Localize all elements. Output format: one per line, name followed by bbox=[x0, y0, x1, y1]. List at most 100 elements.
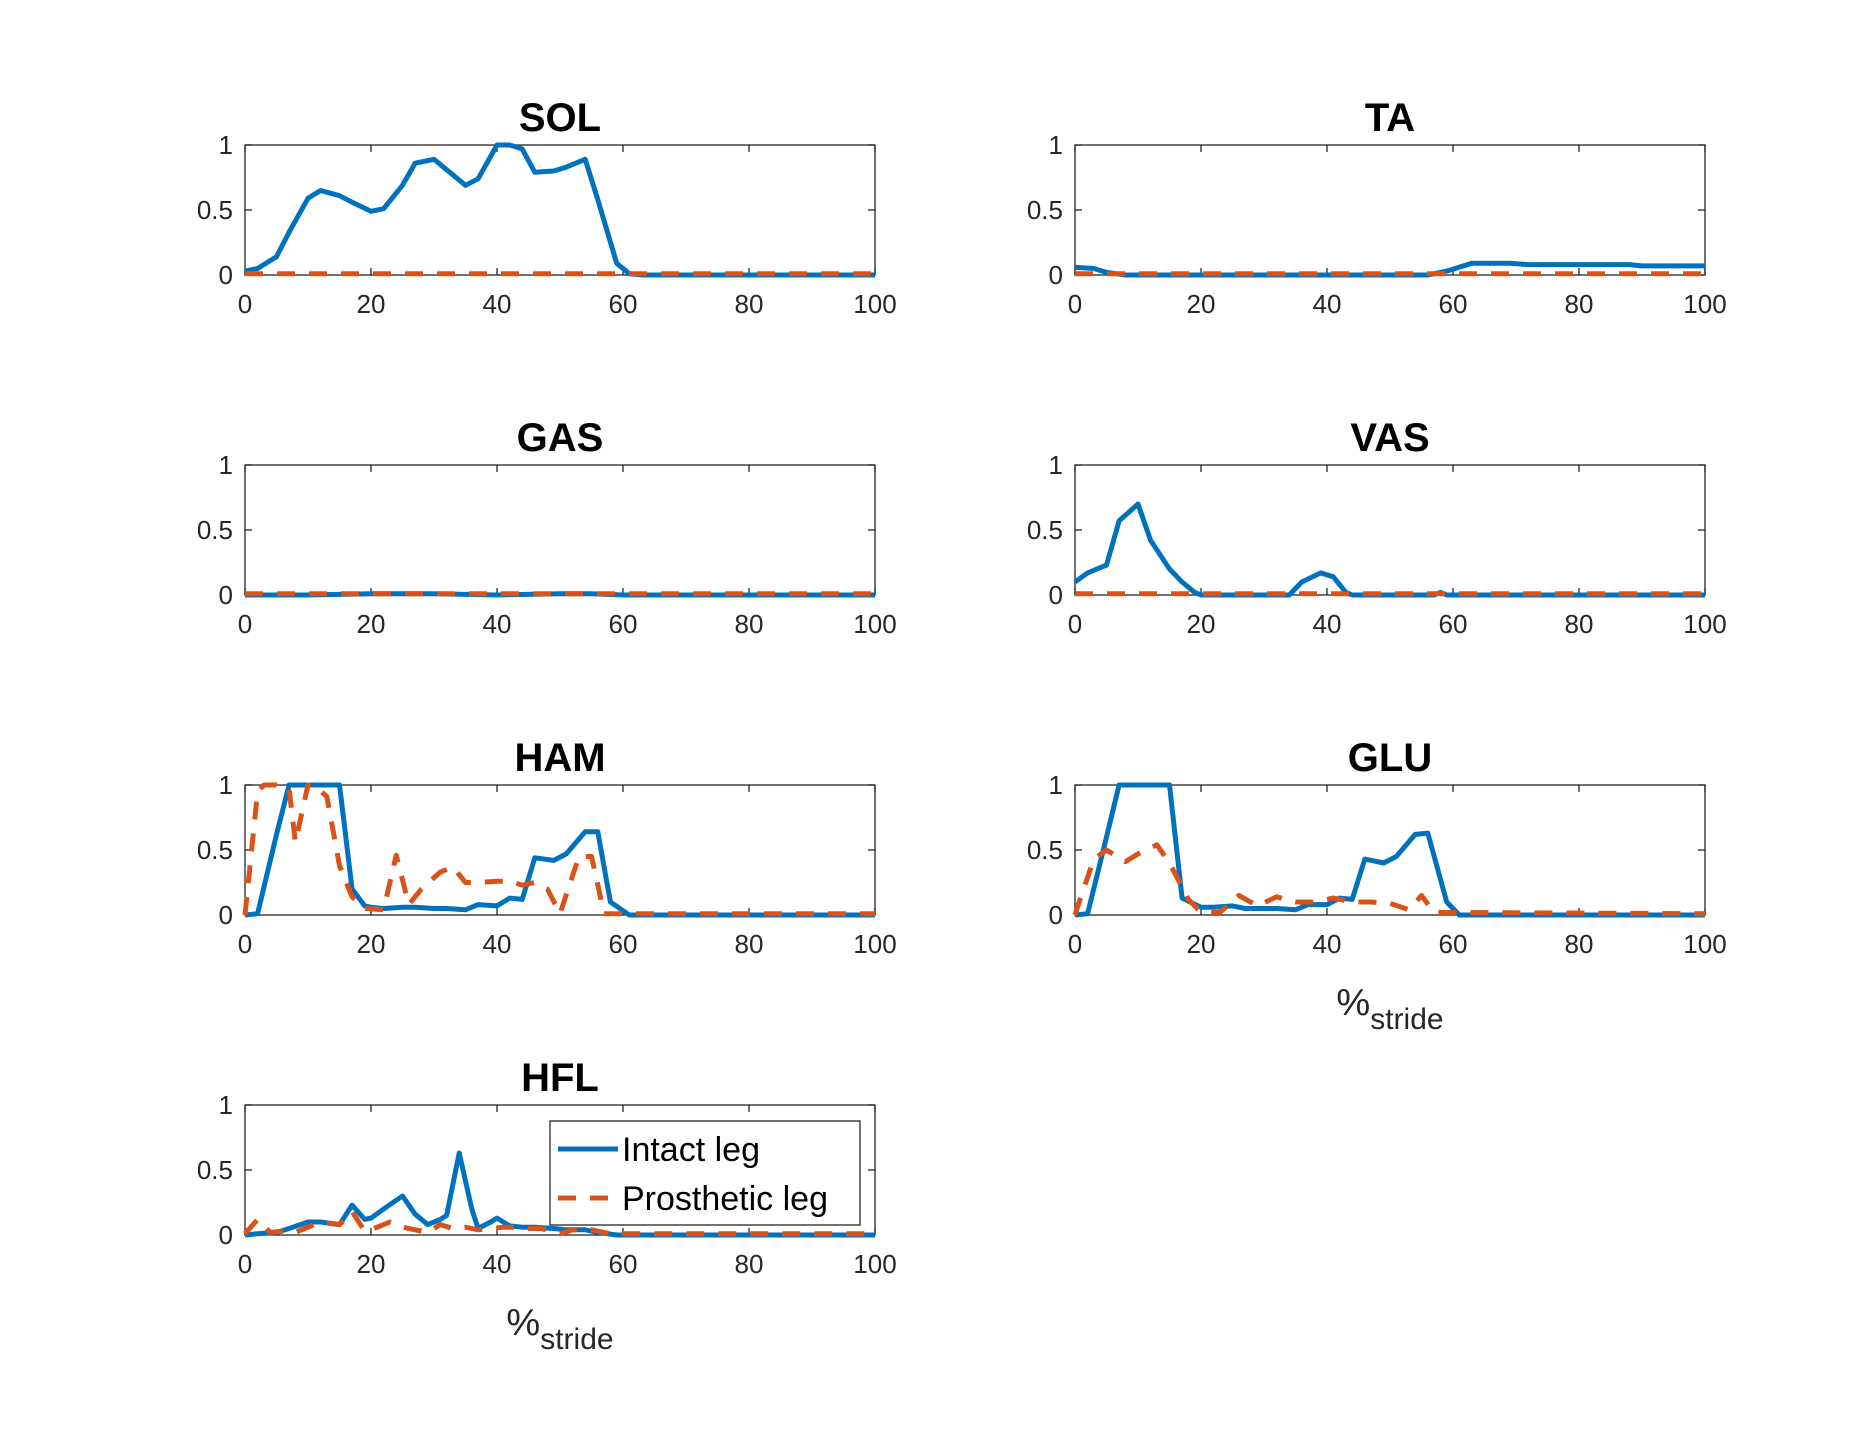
x-tick-label: 0 bbox=[1068, 609, 1082, 639]
x-tick-label: 20 bbox=[357, 1249, 386, 1279]
x-tick-label: 100 bbox=[853, 609, 896, 639]
panel-title: VAS bbox=[1350, 416, 1429, 460]
y-tick-label: 0.5 bbox=[197, 195, 233, 225]
y-tick-label: 0 bbox=[1049, 900, 1063, 930]
x-tick-label: 80 bbox=[735, 289, 764, 319]
x-tick-label: 60 bbox=[609, 1249, 638, 1279]
x-tick-label: 100 bbox=[1683, 929, 1726, 959]
axes-frame bbox=[1074, 144, 1706, 276]
x-tick-label: 0 bbox=[1068, 289, 1082, 319]
x-axis-label-main: % bbox=[506, 1302, 540, 1344]
x-tick-label: 20 bbox=[357, 609, 386, 639]
panel-ta: TA 0 20 40 60 80 100 0 0.5 1 bbox=[1027, 96, 1727, 319]
y-tick-label: 0 bbox=[219, 1220, 233, 1250]
x-tick-label: 80 bbox=[1565, 289, 1594, 319]
x-tick-label: 20 bbox=[357, 929, 386, 959]
x-tick-label: 0 bbox=[238, 929, 252, 959]
x-tick-label: 20 bbox=[1187, 929, 1216, 959]
panel-title: TA bbox=[1365, 96, 1415, 140]
x-tick-label: 80 bbox=[735, 1249, 764, 1279]
x-tick-label: 100 bbox=[853, 929, 896, 959]
x-tick-label: 60 bbox=[1439, 929, 1468, 959]
intact-leg-line bbox=[244, 782, 875, 918]
intact-leg-line bbox=[245, 591, 875, 598]
x-tick-label: 0 bbox=[238, 609, 252, 639]
x-tick-label: 40 bbox=[483, 929, 512, 959]
y-tick-label: 1 bbox=[219, 770, 233, 800]
x-tick-label: 80 bbox=[1565, 929, 1594, 959]
y-tick-label: 0 bbox=[219, 580, 233, 610]
legend-label-prosthetic: Prosthetic leg bbox=[622, 1180, 828, 1218]
x-tick-label: 40 bbox=[1313, 929, 1342, 959]
x-tick-label: 60 bbox=[609, 929, 638, 959]
x-tick-label: 100 bbox=[853, 289, 896, 319]
x-axis-label-main: % bbox=[1336, 982, 1370, 1024]
y-tick-label: 1 bbox=[219, 450, 233, 480]
prosthetic-leg-line bbox=[1072, 842, 1706, 917]
panel-title: HFL bbox=[521, 1056, 599, 1100]
x-tick-label: 0 bbox=[1068, 929, 1082, 959]
x-tick-label: 0 bbox=[238, 1249, 252, 1279]
panel-ham: HAM 0 20 40 60 80 100 0 0.5 1 bbox=[197, 736, 897, 959]
y-tick-label: 1 bbox=[1049, 450, 1063, 480]
x-tick-label: 0 bbox=[238, 289, 252, 319]
y-tick-label: 0 bbox=[219, 260, 233, 290]
y-tick-label: 0.5 bbox=[197, 515, 233, 545]
y-tick-label: 0.5 bbox=[197, 1155, 233, 1185]
panel-title: GAS bbox=[517, 416, 604, 460]
x-tick-label: 80 bbox=[735, 929, 764, 959]
y-tick-label: 0 bbox=[219, 900, 233, 930]
y-tick-label: 0 bbox=[1049, 580, 1063, 610]
axes-frame bbox=[244, 464, 876, 596]
x-tick-label: 40 bbox=[483, 609, 512, 639]
y-tick-label: 0 bbox=[1049, 260, 1063, 290]
x-tick-label: 100 bbox=[1683, 609, 1726, 639]
x-axis-label-subscript: stride bbox=[1370, 1003, 1443, 1036]
y-tick-label: 0.5 bbox=[197, 835, 233, 865]
y-tick-label: 1 bbox=[219, 1090, 233, 1120]
x-tick-label: 40 bbox=[1313, 289, 1342, 319]
legend-label-intact: Intact leg bbox=[622, 1131, 760, 1169]
panel-title: SOL bbox=[519, 96, 601, 140]
y-tick-label: 1 bbox=[219, 130, 233, 160]
panel-title: GLU bbox=[1348, 736, 1432, 780]
prosthetic-leg-line bbox=[242, 782, 875, 917]
x-tick-label: 20 bbox=[1187, 289, 1216, 319]
y-tick-label: 1 bbox=[1049, 130, 1063, 160]
intact-leg-line bbox=[1074, 260, 1705, 278]
legend: Intact leg Prosthetic leg bbox=[549, 1120, 861, 1226]
prosthetic-leg-line bbox=[243, 1209, 875, 1237]
x-tick-label: 20 bbox=[357, 289, 386, 319]
y-tick-label: 0.5 bbox=[1027, 835, 1063, 865]
x-tick-label: 80 bbox=[1565, 609, 1594, 639]
x-tick-label: 60 bbox=[1439, 289, 1468, 319]
x-tick-label: 100 bbox=[1683, 289, 1726, 319]
x-tick-label: 100 bbox=[853, 1249, 896, 1279]
y-tick-label: 1 bbox=[1049, 770, 1063, 800]
x-axis-label-subscript: stride bbox=[540, 1323, 613, 1356]
x-tick-label: 20 bbox=[1187, 609, 1216, 639]
x-tick-label: 60 bbox=[609, 609, 638, 639]
panel-gas: GAS 0 20 40 60 80 100 0 0.5 1 bbox=[197, 416, 897, 639]
x-tick-label: 60 bbox=[1439, 609, 1468, 639]
legend-box bbox=[549, 1120, 861, 1226]
axes-frame bbox=[244, 144, 876, 276]
y-tick-label: 0.5 bbox=[1027, 195, 1063, 225]
x-axis-label: %stride bbox=[506, 1302, 613, 1356]
y-tick-label: 0.5 bbox=[1027, 515, 1063, 545]
x-tick-label: 80 bbox=[735, 609, 764, 639]
x-tick-label: 40 bbox=[483, 289, 512, 319]
x-axis-label: %stride bbox=[1336, 982, 1443, 1036]
panel-title: HAM bbox=[514, 736, 605, 780]
x-tick-label: 40 bbox=[1313, 609, 1342, 639]
intact-leg-line bbox=[1074, 782, 1705, 918]
intact-leg-line bbox=[244, 142, 875, 278]
panel-sol: SOL 0 20 40 60 80 100 0 0.5 1 bbox=[197, 96, 897, 319]
x-tick-label: 40 bbox=[483, 1249, 512, 1279]
axes-frame bbox=[1074, 464, 1706, 596]
x-tick-label: 60 bbox=[609, 289, 638, 319]
panel-vas: VAS 0 20 40 60 80 100 0 0.5 1 bbox=[1027, 416, 1727, 639]
